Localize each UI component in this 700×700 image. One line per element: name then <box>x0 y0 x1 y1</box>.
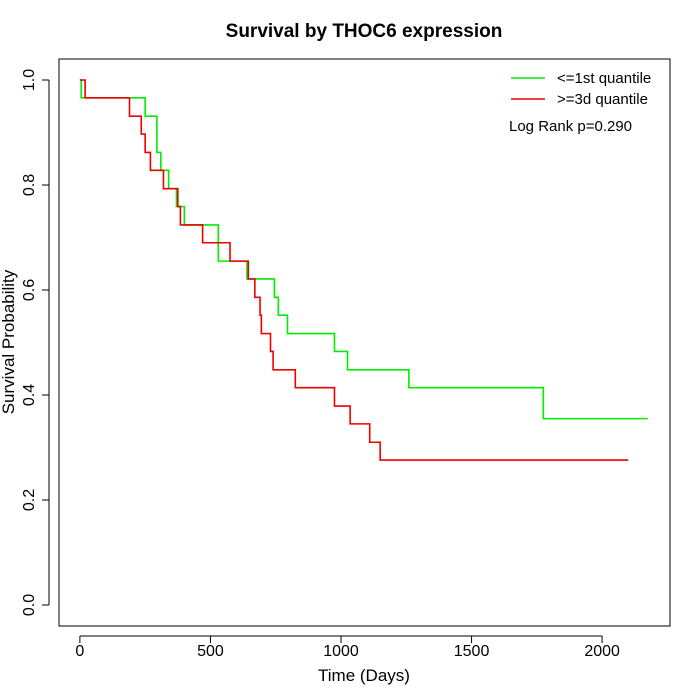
legend-label: <=1st quantile <box>557 70 651 87</box>
chart-title: Survival by THOC6 expression <box>226 21 503 42</box>
y-axis: 0.0 0.2 0.4 0.6 0.8 1.0 <box>21 69 50 616</box>
x-tick-label: 1000 <box>323 643 359 660</box>
y-tick-label: 0.4 <box>21 384 38 406</box>
legend-label: >=3d quantile <box>557 91 648 108</box>
high-expression-curve <box>79 79 629 461</box>
x-tick-label: 2000 <box>584 643 620 660</box>
series-layer <box>79 79 648 461</box>
x-axis-label: Time (Days) <box>318 666 410 685</box>
y-axis-label: Survival Probability <box>0 269 18 414</box>
x-tick-label: 0 <box>75 643 84 660</box>
x-tick-label: 500 <box>197 643 224 660</box>
y-tick-label: 0.0 <box>21 594 38 616</box>
y-tick-label: 0.6 <box>21 279 38 301</box>
y-tick-label: 1.0 <box>21 69 38 91</box>
y-tick-label: 0.8 <box>21 174 38 196</box>
legend: <=1st quantile >=3d quantile <box>511 70 651 108</box>
y-tick-label: 0.2 <box>21 489 38 511</box>
plot-frame <box>58 58 671 627</box>
x-tick-label: 1500 <box>454 643 490 660</box>
x-axis: 0 500 1000 1500 2000 <box>75 635 620 660</box>
log-rank-annotation: Log Rank p=0.290 <box>509 118 632 135</box>
